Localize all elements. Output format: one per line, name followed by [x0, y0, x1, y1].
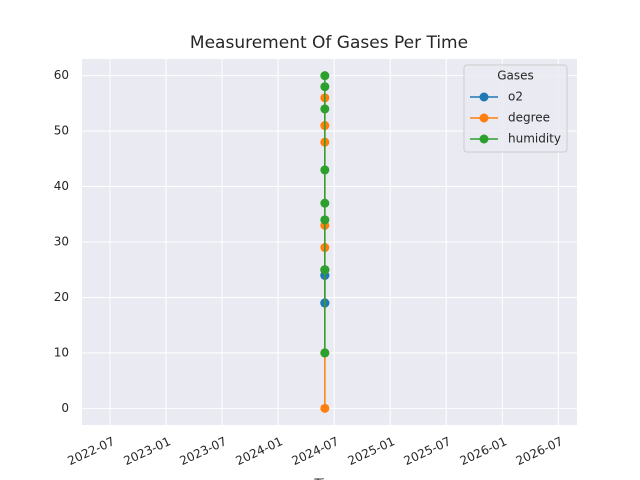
legend-title: Gases	[497, 69, 534, 83]
legend-marker	[479, 113, 489, 123]
x-tick-label: 2025-07	[402, 434, 453, 468]
chart-title: Measurement Of Gases Per Time	[190, 33, 468, 53]
x-tick-label: 2023-07	[177, 434, 228, 468]
legend-label: o2	[508, 90, 523, 104]
data-point	[320, 215, 330, 225]
legend-marker	[479, 134, 489, 144]
data-point	[320, 165, 330, 175]
data-point	[320, 403, 330, 413]
x-tick-label: 2026-07	[514, 434, 565, 468]
x-tick-label: 2023-01	[121, 434, 172, 468]
y-tick-label: 0	[61, 401, 69, 415]
y-tick-label: 50	[54, 124, 69, 138]
data-point	[320, 71, 330, 81]
legend-box	[463, 64, 568, 153]
data-point	[320, 104, 330, 114]
legend: Gases o2 degree humidity	[463, 64, 568, 153]
y-tick-label: 30	[54, 235, 69, 249]
x-axis-label: Time	[313, 477, 343, 480]
x-tick-label: 2025-01	[346, 434, 397, 468]
data-point	[320, 82, 330, 92]
legend-label: degree	[508, 111, 550, 125]
x-tick-label: 2024-07	[290, 434, 341, 468]
x-tick-label: 2026-01	[458, 434, 509, 468]
x-tick-label: 2022-07	[65, 434, 116, 468]
data-point	[320, 198, 330, 208]
x-tick-label: 2024-01	[234, 434, 285, 468]
legend-label: humidity	[508, 132, 561, 146]
legend-marker	[479, 92, 489, 102]
y-tick-label: 60	[54, 68, 69, 82]
data-point	[320, 348, 330, 358]
data-point	[320, 265, 330, 275]
y-tick-label: 10	[54, 345, 69, 359]
y-tick-label: 20	[54, 290, 69, 304]
y-tick-label: 40	[54, 179, 69, 193]
